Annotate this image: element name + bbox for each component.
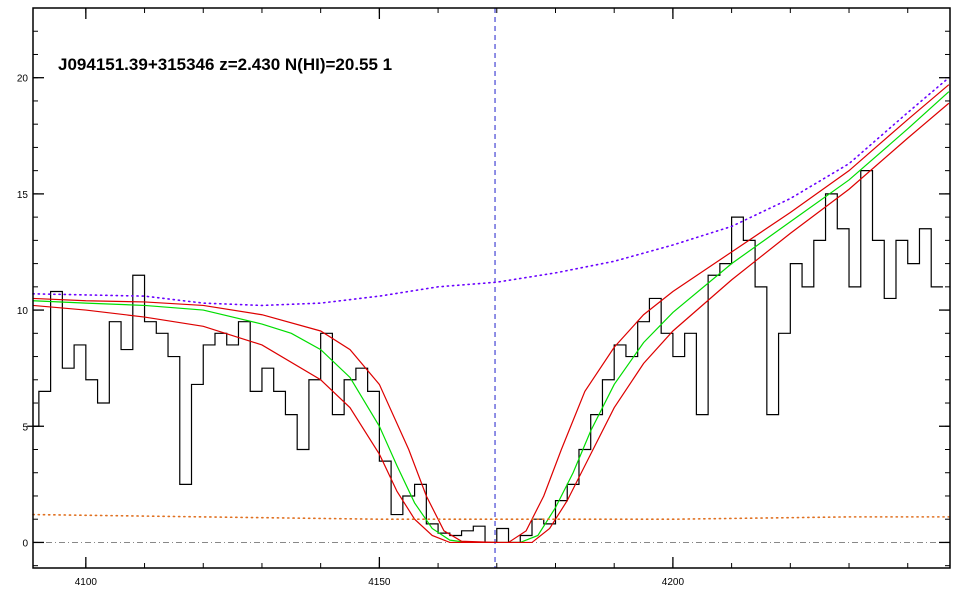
series-line — [32, 76, 950, 307]
annotation: J094151.39+315346 z=2.430 N(HI)=20.55 1 — [58, 55, 392, 74]
x-tick-label: 4150 — [368, 577, 391, 588]
y-tick-label: 15 — [17, 190, 29, 201]
x-tick-label: 4100 — [75, 577, 98, 588]
y-tick-label: 10 — [17, 306, 29, 317]
y-tick-label: 0 — [22, 538, 28, 549]
x-tick-label: 4200 — [662, 577, 685, 588]
series-line — [32, 91, 950, 544]
series-line — [32, 102, 950, 544]
series-line — [32, 84, 950, 544]
plot-frame — [32, 7, 951, 569]
y-tick-label: 5 — [22, 422, 28, 433]
series-line — [27, 170, 943, 544]
y-tick-label: 20 — [17, 74, 29, 85]
series-line — [32, 513, 950, 521]
